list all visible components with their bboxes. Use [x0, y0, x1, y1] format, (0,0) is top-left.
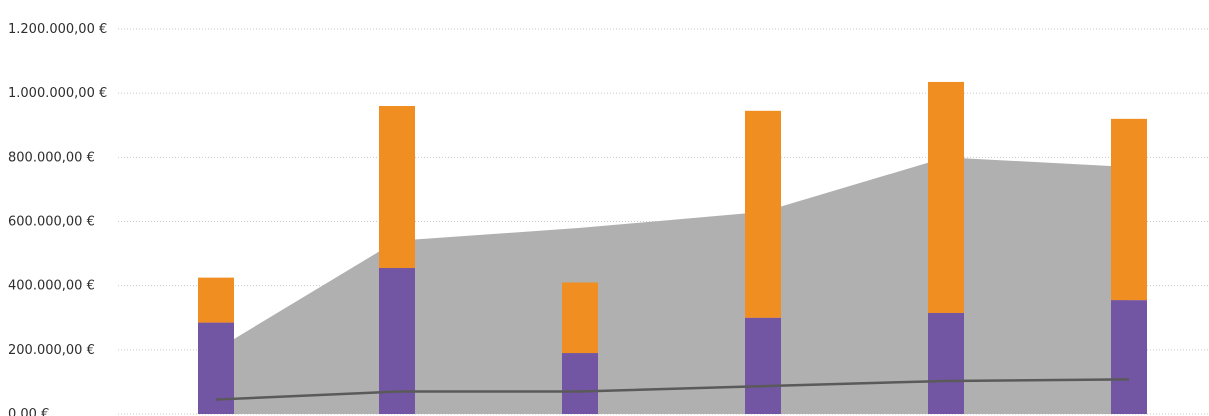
- bar-segment-orange: [928, 81, 964, 313]
- area-series-shape: [216, 157, 1129, 415]
- y-tick-label: 600.000,00 €: [8, 215, 95, 230]
- bar-segment-purple: [379, 268, 415, 414]
- bar-segment-orange: [379, 106, 415, 269]
- bar-segment-purple: [198, 322, 234, 414]
- y-tick-label: 800.000,00 €: [8, 150, 95, 165]
- bar-segment-orange: [1111, 118, 1147, 301]
- area-series: [216, 157, 1129, 415]
- bar-segment-purple: [928, 312, 964, 414]
- bar-segment-purple: [1111, 300, 1147, 414]
- bar-segment-orange: [562, 282, 598, 354]
- y-tick-label: 1.200.000,00 €: [8, 22, 107, 37]
- y-tick-label: 200.000,00 €: [8, 343, 95, 358]
- line-series-path: [215, 378, 1130, 401]
- bar-segment-purple: [562, 353, 598, 414]
- bar-segment-purple: [745, 317, 781, 414]
- bar-segment-orange: [198, 277, 234, 323]
- y-tick-label: 1.000.000,00 €: [8, 86, 107, 101]
- y-tick-label: 0,00 €: [8, 407, 49, 416]
- line-series: [215, 378, 1130, 401]
- bar-segment-orange: [745, 110, 781, 318]
- y-tick-label: 400.000,00 €: [8, 279, 95, 294]
- y-axis-tick-labels: 0,00 € 200.000,00 € 400.000,00 € 600.000,00…: [8, 22, 107, 416]
